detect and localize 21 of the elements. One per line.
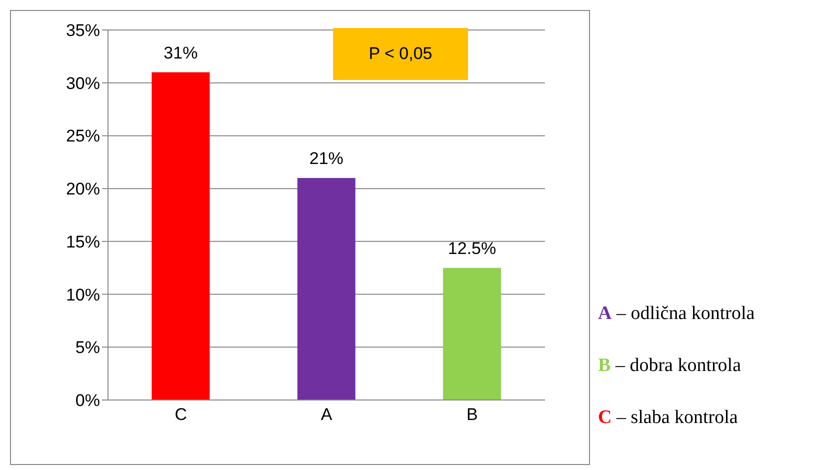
text: C – slaba kontrola (598, 407, 738, 429)
bar (297, 178, 356, 400)
text: B – dobra kontrola (598, 355, 742, 377)
data-label: 21% (309, 149, 344, 168)
y-tick-label: 35% (66, 21, 100, 40)
x-tick-label: B (466, 405, 478, 424)
x-tick-label: A (320, 405, 333, 424)
data-label: 31% (164, 43, 198, 62)
x-tick-label: C (174, 405, 187, 424)
y-tick-label: 20% (66, 180, 100, 199)
text: A – odlična kontrola (598, 303, 755, 325)
y-tick-label: 15% (66, 232, 100, 252)
data-label: 12.5% (448, 238, 496, 258)
y-tick-label: 10% (66, 285, 100, 304)
annotation: P < 0,05 (368, 44, 432, 64)
y-tick-label: 0% (75, 391, 100, 410)
y-tick-label: 30% (66, 74, 100, 93)
bar (443, 268, 502, 400)
y-tick-label: 5% (75, 338, 100, 358)
y-tick-label: 25% (66, 126, 100, 146)
bar (152, 72, 210, 400)
